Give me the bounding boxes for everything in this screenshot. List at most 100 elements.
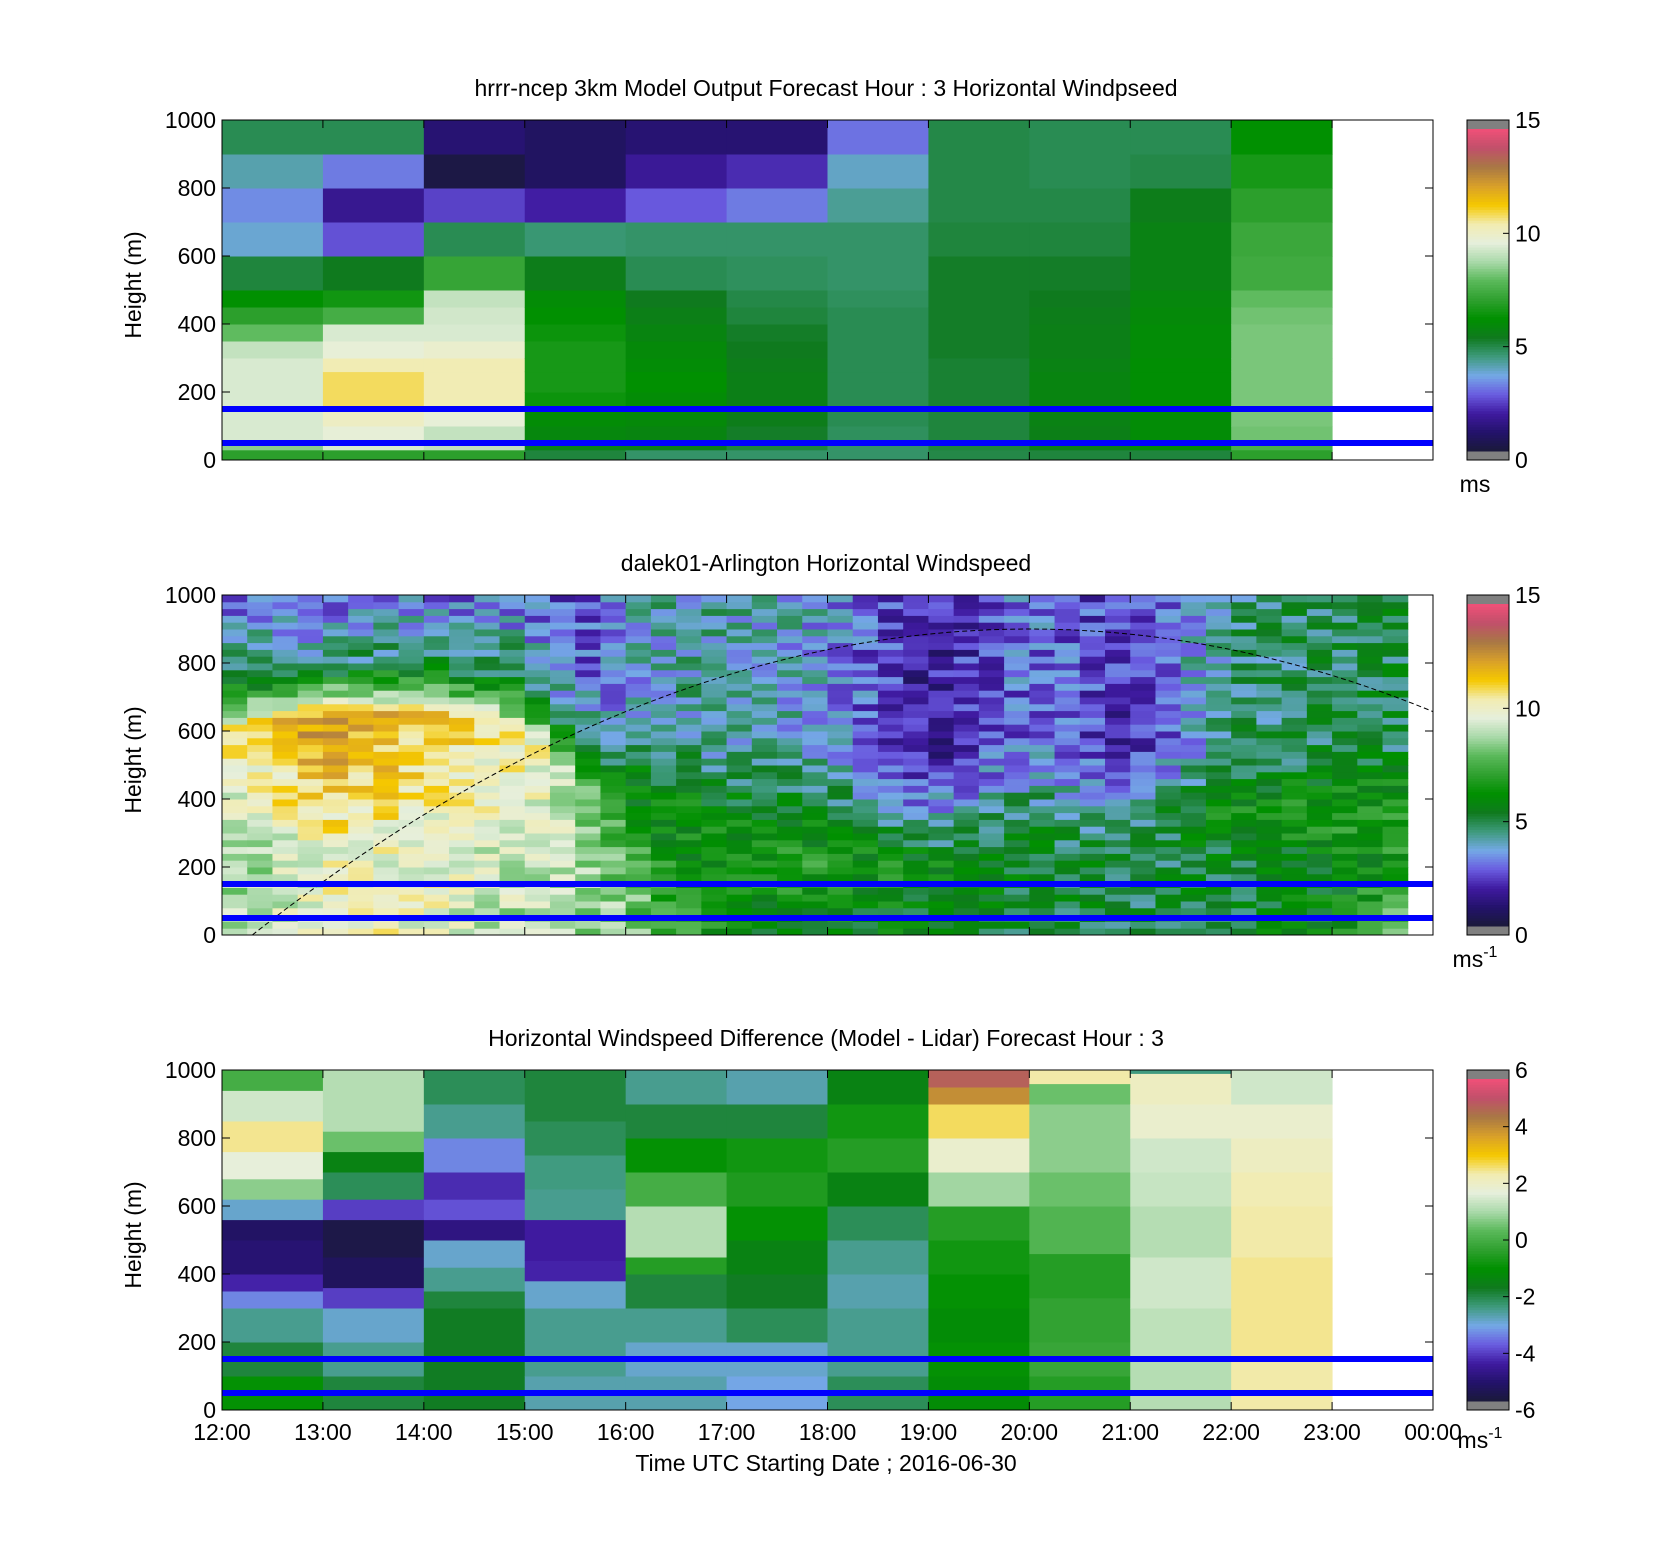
heatmap-cell [222, 710, 248, 718]
heatmap-cell [701, 703, 728, 712]
heatmap-cell [1281, 744, 1308, 752]
colorbar-swatch [1467, 359, 1509, 363]
heatmap-cell [877, 853, 904, 861]
heatmap-cell [398, 846, 425, 854]
heatmap-cell [247, 894, 273, 902]
colorbar-swatch [1467, 646, 1509, 651]
heatmap-cell [827, 778, 854, 786]
heatmap-cell [1231, 1308, 1333, 1360]
heatmap-cell [903, 601, 929, 610]
heatmap-cell [474, 737, 501, 746]
heatmap-cell [373, 642, 400, 650]
heatmap-cell [297, 731, 324, 739]
heatmap-cell [802, 737, 828, 746]
heatmap-cell [751, 622, 778, 630]
heatmap-cell [953, 887, 980, 895]
heatmap-cell [423, 921, 450, 929]
heatmap-cell [1256, 867, 1283, 875]
heatmap-cell [600, 771, 627, 780]
heatmap-cell [297, 595, 324, 603]
heatmap-cell [903, 676, 929, 684]
heatmap-cell [272, 717, 299, 725]
heatmap-cell [1004, 846, 1030, 854]
heatmap-cell [1130, 717, 1156, 725]
heatmap-cell [449, 608, 475, 616]
heatmap-cell [1029, 1104, 1131, 1139]
heatmap-cell [272, 921, 299, 929]
heatmap-cell [1205, 697, 1232, 705]
heatmap-cell [928, 426, 1030, 441]
heatmap-cell [903, 833, 929, 841]
heatmap-cell [625, 222, 728, 257]
heatmap-cell [600, 608, 627, 616]
heatmap-cell [903, 724, 929, 732]
heatmap-cell [852, 826, 879, 834]
heatmap-cell [549, 683, 576, 691]
heatmap-cell [1029, 731, 1056, 739]
heatmap-cell [802, 615, 828, 623]
colorbar-swatch [1467, 1175, 1509, 1179]
heatmap-cell [1382, 737, 1409, 746]
heatmap-cell [1382, 771, 1409, 780]
heatmap-cell [1357, 765, 1384, 773]
heatmap-cell [802, 690, 828, 698]
x-tick-label: 21:00 [1101, 1419, 1159, 1445]
heatmap-cell [877, 839, 904, 848]
heatmap-cell [348, 635, 374, 644]
heatmap-cell [1205, 683, 1232, 691]
heatmap-cell [625, 921, 652, 929]
heatmap-cell [1306, 826, 1333, 834]
colorbar-swatch [1467, 373, 1509, 377]
heatmap-cell [423, 812, 450, 820]
heatmap-cell [676, 765, 702, 773]
heatmap-cell [852, 853, 879, 861]
heatmap-cell [222, 1070, 324, 1091]
heatmap-cell [247, 833, 273, 841]
heatmap-cell [549, 737, 576, 746]
heatmap-cell [1281, 717, 1308, 725]
colorbar-swatch [1467, 1127, 1509, 1131]
heatmap-cell [751, 853, 778, 861]
heatmap-cell [600, 622, 627, 630]
heatmap-cell [499, 812, 526, 820]
heatmap-cell [272, 737, 299, 746]
heatmap-cell [903, 690, 929, 698]
heatmap-cell [1029, 120, 1131, 155]
colorbar-swatch [1467, 239, 1509, 243]
heatmap-cell [499, 656, 526, 664]
heatmap-cell [903, 663, 929, 671]
colorbar-swatch [1467, 716, 1509, 720]
heatmap-cell [1029, 656, 1056, 664]
heatmap-cell [978, 690, 1005, 698]
heatmap-cell [423, 1267, 526, 1292]
heatmap-cell [348, 690, 374, 698]
heatmap-cell [423, 601, 450, 610]
heatmap-cell [1306, 853, 1333, 861]
heatmap-cell [524, 1280, 627, 1309]
colorbar-swatch [1467, 400, 1509, 404]
heatmap-cell [978, 703, 1005, 712]
heatmap-cell [978, 717, 1005, 725]
heatmap-cell [1205, 663, 1232, 671]
heatmap-cell [978, 826, 1005, 834]
heatmap-cell [222, 724, 248, 732]
heatmap-cell [1004, 819, 1030, 827]
heatmap-cell [625, 758, 652, 766]
colorbar-swatch [1467, 799, 1509, 804]
heatmap-cell [398, 724, 425, 732]
heatmap-cell [953, 697, 980, 705]
heatmap-cell [777, 649, 803, 657]
heatmap-cell [1281, 921, 1308, 929]
colorbar-swatch [1467, 676, 1509, 680]
colorbar-swatch [1467, 273, 1509, 278]
colorbar-swatch [1467, 367, 1509, 371]
heatmap-cell [1054, 778, 1081, 786]
heatmap-cell [827, 697, 854, 705]
heatmap-cell [524, 371, 627, 393]
heatmap-cell [1029, 928, 1056, 936]
heatmap-cell [1054, 839, 1081, 848]
colorbar-swatch [1467, 137, 1509, 141]
heatmap-cell [953, 669, 980, 678]
heatmap-cell [1306, 649, 1333, 657]
heatmap-cell [423, 595, 450, 603]
